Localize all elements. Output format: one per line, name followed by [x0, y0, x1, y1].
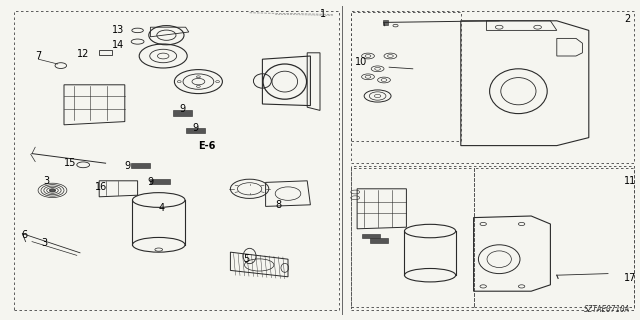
Bar — [173, 110, 192, 116]
Text: 9: 9 — [147, 177, 154, 188]
Text: 14: 14 — [112, 40, 124, 50]
Bar — [383, 20, 388, 25]
Bar — [150, 179, 170, 184]
Text: 2: 2 — [624, 14, 630, 24]
Text: 15: 15 — [64, 158, 76, 168]
Text: E-6: E-6 — [198, 140, 216, 151]
Text: 3: 3 — [44, 176, 50, 186]
Text: 1: 1 — [320, 9, 326, 20]
Text: 4: 4 — [159, 203, 165, 213]
Text: 11: 11 — [624, 176, 636, 186]
Ellipse shape — [50, 189, 55, 192]
Text: 7: 7 — [35, 51, 42, 61]
Bar — [362, 234, 380, 238]
Text: SZTAE0710A: SZTAE0710A — [584, 305, 630, 314]
Text: 6: 6 — [21, 230, 28, 240]
Text: 8: 8 — [275, 200, 282, 210]
Bar — [186, 128, 205, 133]
Text: 17: 17 — [624, 273, 636, 284]
Text: 9: 9 — [192, 123, 198, 133]
Text: 13: 13 — [112, 25, 124, 36]
Bar — [370, 238, 388, 243]
Text: 9: 9 — [179, 104, 186, 114]
Text: 5: 5 — [243, 254, 250, 264]
Text: 16: 16 — [95, 182, 107, 192]
Bar — [99, 50, 112, 55]
Text: 3: 3 — [42, 238, 48, 248]
Text: 10: 10 — [355, 57, 367, 68]
Bar — [131, 163, 150, 168]
Text: 9: 9 — [125, 161, 131, 172]
Text: 12: 12 — [77, 49, 89, 60]
